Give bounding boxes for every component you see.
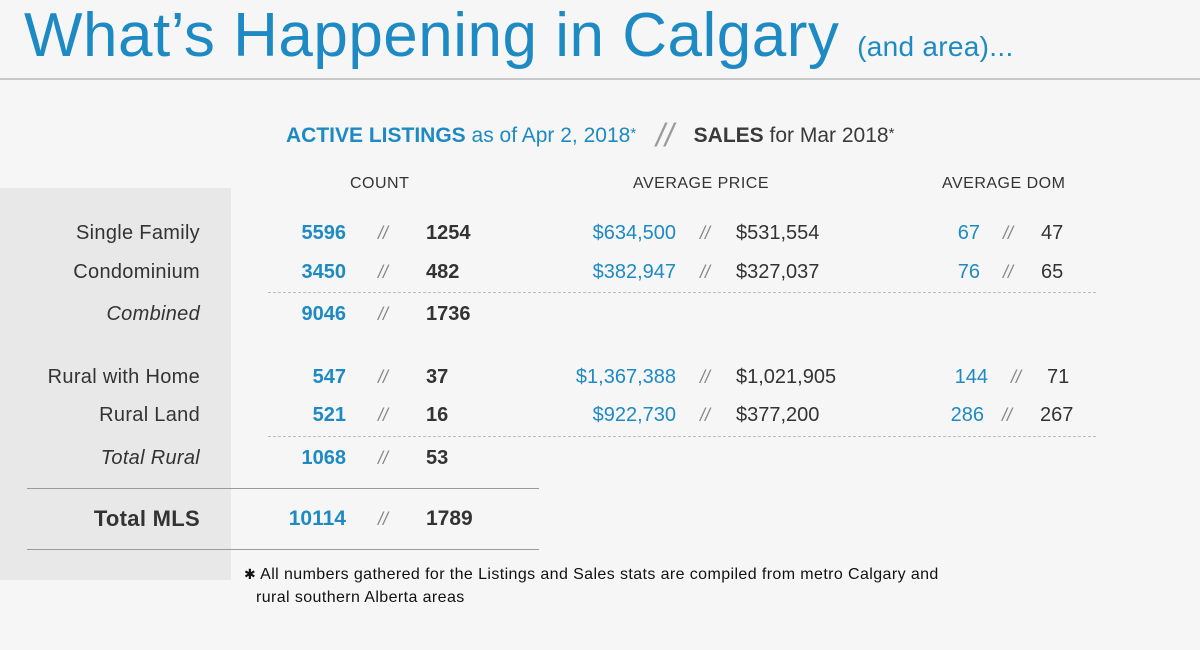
separator: // xyxy=(700,405,711,425)
table-row: Total Rural 1068 // 53 xyxy=(0,443,1200,473)
footnote: ✱ All numbers gathered for the Listings a… xyxy=(244,563,939,609)
separator: // xyxy=(378,304,389,324)
sales-period: for Mar 2018 xyxy=(769,124,889,147)
column-header-average-price: AVERAGE PRICE xyxy=(633,175,770,192)
separator: // xyxy=(378,509,389,529)
active-dom: 144 xyxy=(954,366,988,388)
page-title: What’s Happening in Calgary (and area)..… xyxy=(24,0,1014,89)
active-price: $634,500 xyxy=(592,222,676,244)
sales-count: 1254 xyxy=(426,222,471,244)
sales-count: 1789 xyxy=(426,507,473,530)
table-row: Condominium 3450 // 482 $382,947 // $327… xyxy=(0,257,1200,287)
title-divider xyxy=(0,78,1200,80)
sales-price: $531,554 xyxy=(736,222,820,244)
separator: // xyxy=(378,262,389,282)
separator: // xyxy=(378,223,389,243)
table-row: Rural with Home 547 // 37 $1,367,388 // … xyxy=(0,362,1200,392)
sales-count: 53 xyxy=(426,447,449,469)
separator: // xyxy=(700,262,711,282)
sales-dom: 71 xyxy=(1047,366,1070,388)
separator: // xyxy=(700,223,711,243)
separator: // xyxy=(378,448,389,468)
table-row-total: Total MLS 10114 // 1789 xyxy=(0,504,1200,534)
table-row: Rural Land 521 // 16 $922,730 // $377,20… xyxy=(0,400,1200,430)
row-label: Total Rural xyxy=(100,447,200,469)
active-count: 9046 xyxy=(301,303,347,325)
active-dom: 76 xyxy=(957,261,980,283)
active-count: 3450 xyxy=(301,261,347,283)
sales-asterisk: * xyxy=(888,125,895,142)
separator: // xyxy=(1002,405,1013,425)
sales-count: 482 xyxy=(426,261,460,283)
active-asterisk: * xyxy=(630,125,637,142)
active-listings-date: as of Apr 2, 2018 xyxy=(471,124,631,147)
sales-dom: 65 xyxy=(1041,261,1064,283)
table-row: Single Family 5596 // 1254 $634,500 // $… xyxy=(0,218,1200,248)
total-divider-top xyxy=(27,488,539,489)
active-price: $382,947 xyxy=(592,261,676,283)
active-listings-label: ACTIVE LISTINGS xyxy=(286,124,466,147)
subhead-divider: // xyxy=(656,117,674,153)
active-count: 5596 xyxy=(301,222,347,244)
active-price: $922,730 xyxy=(592,404,676,426)
row-label: Combined xyxy=(106,303,200,325)
sales-count: 37 xyxy=(426,366,449,388)
row-label: Condominium xyxy=(73,261,200,283)
dashed-divider xyxy=(268,436,1096,437)
title-sub: (and area)... xyxy=(857,31,1014,62)
title-main: What’s Happening in Calgary xyxy=(24,1,840,70)
label-panel xyxy=(0,188,231,580)
active-count: 10114 xyxy=(288,507,346,530)
separator: // xyxy=(1003,262,1014,282)
active-count: 521 xyxy=(312,404,346,426)
dashed-divider xyxy=(268,292,1096,293)
separator: // xyxy=(700,367,711,387)
row-label: Rural Land xyxy=(99,404,200,426)
active-count: 547 xyxy=(312,366,346,388)
column-header-count: COUNT xyxy=(350,175,410,192)
separator: // xyxy=(378,367,389,387)
row-label: Rural with Home xyxy=(47,366,200,388)
sales-count: 1736 xyxy=(426,303,471,325)
separator: // xyxy=(1011,367,1022,387)
separator: // xyxy=(378,405,389,425)
separator: // xyxy=(1003,223,1014,243)
footnote-line-2: rural southern Alberta areas xyxy=(256,589,465,606)
active-count: 1068 xyxy=(301,447,347,469)
subheading: ACTIVE LISTINGS as of Apr 2, 2018* // SA… xyxy=(286,116,894,153)
sales-label: SALES xyxy=(693,124,764,147)
active-dom: 286 xyxy=(950,404,984,426)
sales-price: $327,037 xyxy=(736,261,820,283)
sales-dom: 267 xyxy=(1040,404,1074,426)
sales-price: $1,021,905 xyxy=(736,366,837,388)
row-label: Single Family xyxy=(76,222,200,244)
active-price: $1,367,388 xyxy=(575,366,676,388)
asterisk-icon: ✱ xyxy=(244,566,257,582)
sales-price: $377,200 xyxy=(736,404,820,426)
sales-count: 16 xyxy=(426,404,449,426)
footnote-line-1: All numbers gathered for the Listings an… xyxy=(260,566,939,583)
row-label: Total MLS xyxy=(93,506,200,531)
column-header-average-dom: AVERAGE DOM xyxy=(942,175,1066,192)
sales-dom: 47 xyxy=(1041,222,1064,244)
active-dom: 67 xyxy=(957,222,980,244)
total-divider-bottom xyxy=(27,549,539,550)
table-row: Combined 9046 // 1736 xyxy=(0,299,1200,329)
